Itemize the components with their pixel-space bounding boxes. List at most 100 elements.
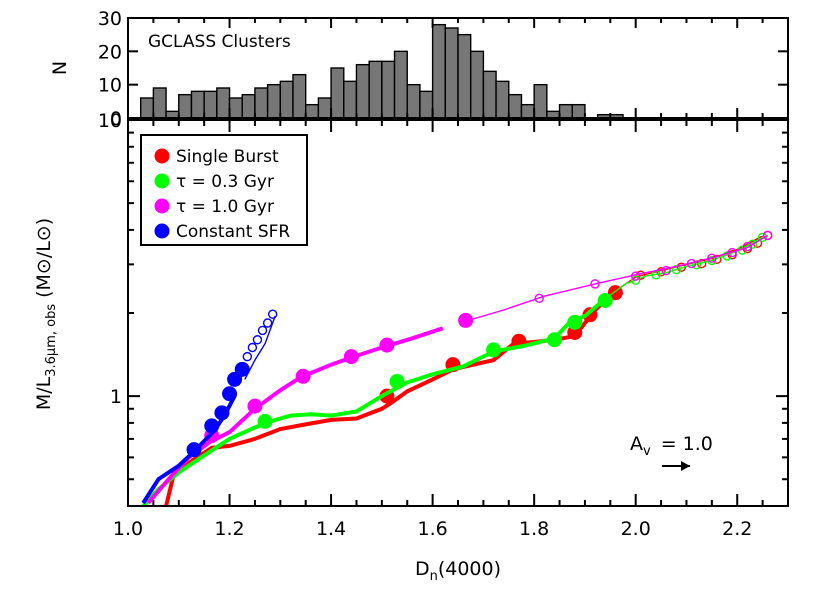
- filled-point: [458, 312, 474, 328]
- filled-point: [234, 361, 250, 377]
- histogram-bar: [558, 103, 573, 119]
- x-tick-label: 1.8: [519, 518, 549, 540]
- legend-marker: [154, 148, 170, 164]
- filled-point: [343, 349, 359, 365]
- histogram-bar: [139, 97, 155, 119]
- series-line: [141, 297, 607, 506]
- histogram-bar: [343, 80, 358, 119]
- legend-label: τ = 0.3 Gyr: [176, 172, 274, 192]
- series-line-thin: [244, 315, 276, 380]
- open-point: [727, 247, 737, 258]
- legend-label: Single Burst: [176, 147, 279, 167]
- main-panel: 1.0 1.2 1.4 1.6 1.8 2.0 2.2 1 10 Single Burst τ =…: [33, 110, 789, 584]
- open-point: [262, 318, 273, 328]
- legend-marker: [154, 223, 170, 239]
- open-point: [656, 267, 666, 277]
- histogram-bar: [216, 87, 231, 119]
- filled-point: [486, 342, 502, 358]
- open-point: [757, 232, 768, 242]
- histogram-bar: [266, 83, 282, 119]
- histogram-bar: [431, 23, 447, 119]
- histogram-bar: [495, 80, 510, 119]
- histogram-bar: [330, 67, 345, 119]
- histogram-bar: [355, 63, 370, 119]
- histogram-x-ticks: [127, 18, 789, 118]
- x-tick-label: 1.4: [316, 518, 346, 540]
- histogram-bar: [368, 60, 383, 119]
- open-point: [661, 265, 671, 276]
- filled-point: [214, 405, 230, 421]
- annotation-value: = 1.0: [661, 433, 713, 455]
- filled-point: [389, 373, 405, 389]
- histogram-bar: [444, 27, 459, 119]
- x-tick-label: 1.6: [418, 518, 448, 540]
- open-point: [534, 293, 544, 304]
- legend: Single Burst τ = 0.3 Gyr τ = 1.0 Gyr Consta…: [140, 134, 308, 246]
- histogram-bar: [228, 97, 243, 119]
- histogram-bar: [178, 93, 193, 119]
- open-point: [762, 230, 773, 241]
- series-3: [141, 309, 278, 505]
- legend-label: τ = 1.0 Gyr: [176, 197, 274, 217]
- histogram-bar: [304, 103, 320, 119]
- filled-point: [379, 337, 395, 353]
- y-axis-title-main: M/L: [33, 376, 55, 410]
- legend-marker: [154, 173, 170, 189]
- extinction-annotation: Av = 1.0: [630, 433, 713, 471]
- svg-text:Av= 1.0: Av = 1.0: [630, 433, 713, 459]
- open-point: [590, 279, 600, 289]
- histogram-y-tick-label: 0: [110, 108, 122, 130]
- histogram-bar: [393, 50, 408, 119]
- open-point: [630, 271, 641, 281]
- filled-point: [567, 314, 583, 330]
- open-point: [242, 351, 253, 362]
- histogram-bar: [152, 87, 167, 119]
- histogram-y-tick-label: 20: [98, 41, 122, 63]
- filled-point: [247, 398, 263, 414]
- series-line-thin: [468, 234, 769, 322]
- open-point: [707, 253, 717, 263]
- histogram-bar: [279, 80, 294, 119]
- annotation-label-subscript: v: [643, 444, 651, 459]
- main-series-layer: [141, 230, 773, 506]
- y-tick-label: 10: [98, 110, 122, 132]
- legend-label: Constant SFR: [176, 222, 290, 242]
- histogram-bar: [508, 93, 523, 119]
- filled-point: [597, 292, 613, 308]
- extinction-arrow-head: [681, 461, 690, 471]
- histogram-y-tick-label: 10: [98, 75, 122, 97]
- filled-point: [295, 368, 311, 384]
- filled-point: [186, 442, 202, 458]
- histogram-bars: [139, 23, 624, 119]
- histogram-bar: [406, 83, 421, 119]
- y-axis-title-subscript: 3.6μm, obs: [44, 304, 59, 377]
- open-point: [257, 325, 268, 336]
- x-tick-label: 2.2: [722, 518, 752, 540]
- histogram-bar: [381, 60, 396, 119]
- filled-point: [204, 418, 220, 434]
- x-tick-label: 1.2: [214, 518, 244, 540]
- x-axis-title-suffix: (4000): [438, 558, 501, 580]
- open-point: [252, 335, 263, 345]
- histogram-bar: [317, 97, 332, 119]
- histogram-bar: [533, 83, 548, 119]
- open-point: [747, 239, 758, 249]
- legend-marker: [154, 198, 170, 214]
- histogram-bar: [190, 90, 205, 119]
- series-1: [141, 232, 768, 506]
- histogram-bar: [241, 93, 256, 119]
- open-point: [686, 258, 697, 269]
- x-axis-title-subscript: n: [430, 569, 438, 584]
- filled-point: [222, 386, 238, 402]
- legend-items: Single Burst τ = 0.3 Gyr τ = 1.0 Gyr Consta…: [154, 147, 290, 242]
- histogram-bar: [292, 73, 307, 119]
- histogram-y-tick-label: 30: [98, 8, 122, 30]
- x-axis-title: Dn(4000): [415, 558, 501, 584]
- histogram-bar: [571, 103, 586, 119]
- open-point: [247, 342, 258, 353]
- main-plot-frame: [127, 119, 789, 507]
- x-axis-title-main: D: [415, 558, 430, 580]
